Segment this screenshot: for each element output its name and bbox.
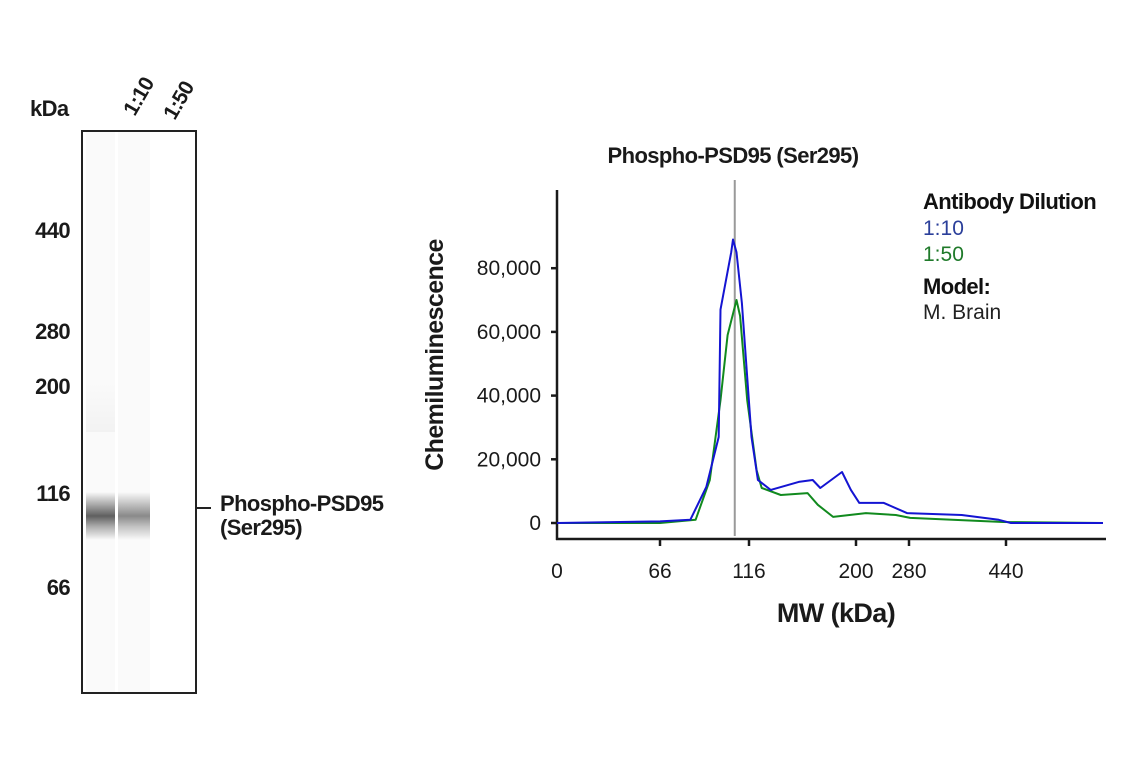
x-tick-label: 116 [732,560,765,583]
x-tick-label: 440 [988,560,1023,583]
lane-2 [118,132,150,692]
mw-marker-116: 116 [36,481,70,506]
x-tick-label: 0 [551,560,563,583]
y-tick-label: 20,000 [477,448,541,471]
band-label-line2: (Ser295) [220,515,303,540]
legend-item-1-50: 1:50 [923,243,964,266]
band-pointer-line [196,507,211,509]
y-tick-label: 80,000 [477,257,541,280]
band-label-line1: Phospho-PSD95 [220,491,384,516]
series-line-1-50 [557,299,1104,524]
lane-1 [86,132,115,692]
x-tick-label: 200 [838,560,873,583]
band-lane-2 [118,492,150,540]
faint-smear [86,382,115,432]
y-axis-label: Chemiluminescence [421,239,449,471]
y-tick-label: 0 [529,512,541,535]
legend-model-value: M. Brain [923,301,1001,324]
band-label: Phospho-PSD95 (Ser295) [220,491,384,540]
chart-title: Phospho-PSD95 (Ser295) [608,143,859,168]
y-tick-label: 40,000 [477,385,541,408]
band-lane-1 [86,492,115,540]
legend-item-1-10: 1:10 [923,217,964,240]
mw-marker-280: 280 [35,319,71,344]
series-line-1-10 [556,238,1103,524]
blot-image [81,130,197,694]
x-tick-label: 66 [648,560,671,583]
legend-heading: Antibody Dilution [923,189,1096,214]
y-tick-label: 60,000 [477,321,541,344]
kda-label: kDa [30,96,69,121]
mw-marker-440: 440 [35,218,71,243]
x-tick-label: 280 [891,560,926,583]
legend-model-heading: Model: [923,274,990,299]
mw-marker-66: 66 [46,575,71,600]
mw-marker-200: 200 [35,374,71,399]
x-axis-label: MW (kDa) [777,598,895,628]
